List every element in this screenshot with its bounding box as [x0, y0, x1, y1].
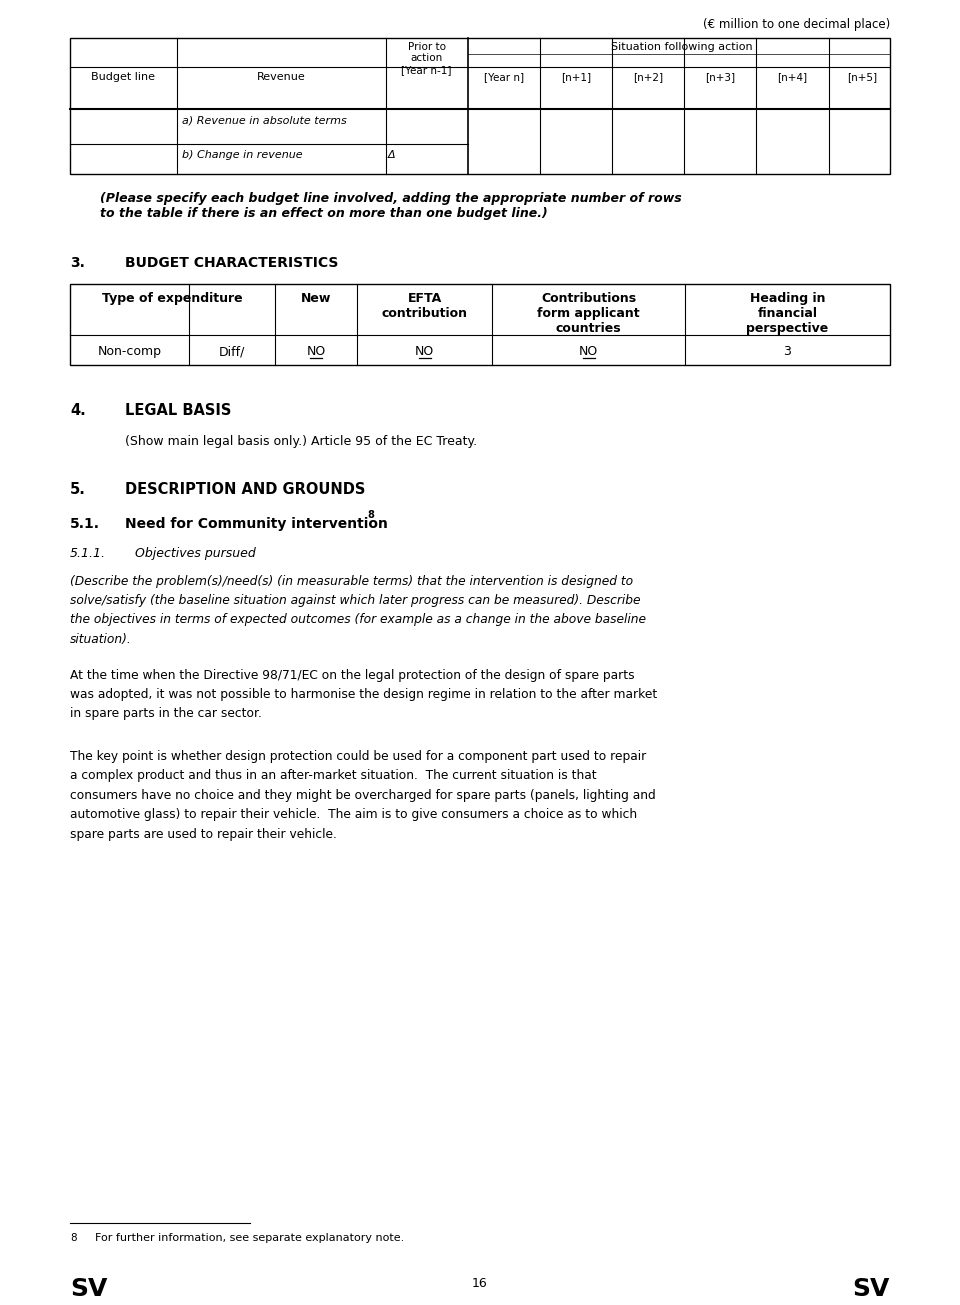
Text: solve/satisfy (the baseline situation against which later progress can be measur: solve/satisfy (the baseline situation ag… — [70, 594, 640, 607]
Text: [n+4]: [n+4] — [778, 73, 807, 82]
Text: in spare parts in the car sector.: in spare parts in the car sector. — [70, 707, 262, 720]
Text: consumers have no choice and they might be overcharged for spare parts (panels, : consumers have no choice and they might … — [70, 788, 656, 801]
Text: EFTA
contribution: EFTA contribution — [382, 292, 468, 320]
Text: 3.: 3. — [70, 256, 84, 270]
Text: 4.: 4. — [70, 403, 85, 418]
Text: The key point is whether design protection could be used for a component part us: The key point is whether design protecti… — [70, 750, 646, 763]
Text: SV: SV — [852, 1278, 890, 1301]
Text: spare parts are used to repair their vehicle.: spare parts are used to repair their veh… — [70, 827, 337, 840]
Bar — [70, 38, 890, 174]
Text: Contributions
form applicant
countries: Contributions form applicant countries — [538, 292, 640, 334]
Text: a) Revenue in absolute terms: a) Revenue in absolute terms — [181, 115, 347, 125]
Text: (Describe the problem(s)/need(s) (in measurable terms) that the intervention is : (Describe the problem(s)/need(s) (in mea… — [70, 574, 634, 587]
Text: 5.1.1.: 5.1.1. — [70, 547, 106, 560]
Text: the objectives in terms of expected outcomes (for example as a change in the abo: the objectives in terms of expected outc… — [70, 613, 646, 626]
Text: (Show main legal basis only.) Article 95 of the EC Treaty.: (Show main legal basis only.) Article 95… — [125, 435, 477, 448]
Text: NO: NO — [415, 346, 434, 359]
Text: 8: 8 — [70, 1233, 77, 1244]
Text: (€ million to one decimal place): (€ million to one decimal place) — [703, 18, 890, 31]
Text: [n+2]: [n+2] — [633, 73, 663, 82]
Text: For further information, see separate explanatory note.: For further information, see separate ex… — [95, 1233, 404, 1244]
Text: BUDGET CHARACTERISTICS: BUDGET CHARACTERISTICS — [125, 256, 338, 270]
Text: [n+3]: [n+3] — [706, 73, 735, 82]
Text: [Year n]: [Year n] — [484, 73, 524, 82]
Text: At the time when the Directive 98/71/EC on the legal protection of the design of: At the time when the Directive 98/71/EC … — [70, 668, 635, 681]
Text: Objectives pursued: Objectives pursued — [135, 547, 255, 560]
Text: Δ: Δ — [388, 150, 396, 159]
Bar — [70, 283, 890, 365]
Text: [n+1]: [n+1] — [561, 73, 591, 82]
Text: (Please specify each budget line involved, adding the appropriate number of rows: (Please specify each budget line involve… — [100, 192, 682, 219]
Text: 8: 8 — [367, 510, 373, 519]
Text: 16: 16 — [472, 1278, 488, 1291]
Text: NO: NO — [306, 346, 325, 359]
Text: Prior to
action
[Year n-1]: Prior to action [Year n-1] — [401, 42, 452, 74]
Text: New: New — [300, 292, 331, 304]
Text: Need for Community intervention: Need for Community intervention — [125, 517, 388, 531]
Text: Non-comp: Non-comp — [98, 346, 161, 359]
Text: NO: NO — [579, 346, 598, 359]
Text: LEGAL BASIS: LEGAL BASIS — [125, 403, 231, 418]
Text: Revenue: Revenue — [256, 73, 305, 82]
Text: Heading in
financial
perspective: Heading in financial perspective — [746, 292, 828, 334]
Text: [n+5]: [n+5] — [848, 73, 877, 82]
Text: b) Change in revenue: b) Change in revenue — [181, 150, 302, 159]
Text: a complex product and thus in an after-market situation.  The current situation : a complex product and thus in an after-m… — [70, 770, 596, 783]
Text: Budget line: Budget line — [91, 73, 156, 82]
Text: 5.: 5. — [70, 483, 85, 497]
Text: 5.1.: 5.1. — [70, 517, 100, 531]
Text: SV: SV — [70, 1278, 108, 1301]
Text: was adopted, it was not possible to harmonise the design regime in relation to t: was adopted, it was not possible to harm… — [70, 688, 658, 701]
Text: Situation following action: Situation following action — [612, 42, 753, 52]
Text: automotive glass) to repair their vehicle.  The aim is to give consumers a choic: automotive glass) to repair their vehicl… — [70, 808, 637, 821]
Text: 3: 3 — [783, 346, 791, 359]
Text: situation).: situation). — [70, 633, 132, 646]
Text: Diff/: Diff/ — [219, 346, 245, 359]
Text: DESCRIPTION AND GROUNDS: DESCRIPTION AND GROUNDS — [125, 483, 366, 497]
Text: Type of expenditure: Type of expenditure — [102, 292, 243, 304]
